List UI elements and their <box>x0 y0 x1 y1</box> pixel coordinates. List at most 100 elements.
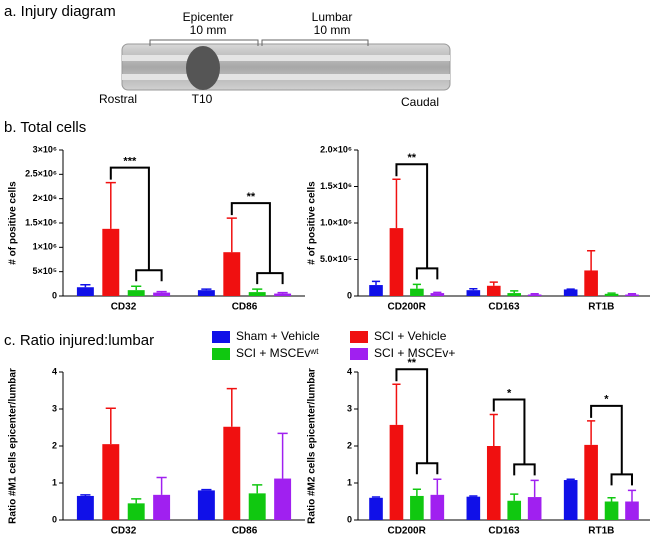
error-bar <box>392 178 401 229</box>
y-tick-label: 2 <box>347 440 352 450</box>
legend-swatch <box>350 348 368 360</box>
injury-site <box>186 46 220 90</box>
error-bar <box>201 288 212 291</box>
bar <box>507 293 522 296</box>
bar <box>389 228 404 296</box>
error-bar <box>392 383 401 425</box>
y-axis-label: # of positive cells <box>8 181 19 265</box>
y-tick-label: 0 <box>347 514 352 524</box>
significance-label: ** <box>407 357 416 369</box>
x-tick-label: RT1B <box>588 302 614 313</box>
legend-label: SCI + Vehicle <box>374 329 447 343</box>
bar <box>153 292 171 296</box>
bar <box>527 294 542 296</box>
diagram-label: 10 mm <box>314 23 351 37</box>
error-bar <box>371 280 381 286</box>
bar <box>102 228 120 296</box>
bar <box>197 490 215 520</box>
bar <box>466 496 481 520</box>
error-bar <box>277 291 288 294</box>
error-bar <box>80 284 91 288</box>
bar <box>76 287 94 296</box>
bar <box>197 290 215 296</box>
significance-label: * <box>604 394 609 406</box>
bar <box>369 497 383 520</box>
error-bar <box>607 292 616 294</box>
bar <box>430 293 445 296</box>
bar <box>223 426 241 520</box>
x-tick-label: CD200R <box>387 526 426 537</box>
panel-title: c. Ratio injured:lumbar <box>4 332 154 349</box>
injury-diagram: Epicenter 10 mm Lumbar 10 mm Rostral T10… <box>99 10 451 109</box>
diagram-label: T10 <box>192 92 213 106</box>
error-bar <box>201 488 212 491</box>
y-tick-label: 3×10⁶ <box>33 144 57 154</box>
bar <box>127 290 145 296</box>
error-bar <box>412 488 421 496</box>
error-bar <box>489 413 498 446</box>
y-tick-label: 0 <box>52 290 57 300</box>
bar <box>563 480 578 520</box>
y-tick-label: 5.0×10⁵ <box>320 254 352 264</box>
significance-bracket <box>230 202 284 285</box>
error-bar <box>433 478 442 495</box>
bar <box>625 294 639 296</box>
diagram-label: Rostral <box>99 92 137 106</box>
bar <box>527 497 542 520</box>
y-tick-label: 2×10⁶ <box>33 193 57 203</box>
error-bar <box>587 420 596 445</box>
bar <box>223 252 241 296</box>
y-axis-label: Ratio #M1 cells epicenter/lumbar <box>8 368 19 524</box>
y-tick-label: 1 <box>52 477 57 487</box>
x-tick-label: CD163 <box>488 526 520 537</box>
error-bar <box>80 494 91 496</box>
y-tick-label: 1.5×10⁶ <box>320 181 352 191</box>
diagram-label: Epicenter <box>183 10 234 24</box>
legend-swatch <box>212 331 230 343</box>
bar <box>507 500 522 520</box>
bar <box>76 495 94 520</box>
error-bar <box>587 249 596 271</box>
error-bar <box>131 498 142 504</box>
y-axis-label: # of positive cells <box>307 181 318 265</box>
legend-label: SCI + MSCEvʷᵗ <box>236 346 319 360</box>
error-bar <box>530 479 539 498</box>
y-tick-label: 2.0×10⁶ <box>320 144 352 154</box>
error-bar <box>371 496 381 498</box>
y-tick-label: 3 <box>347 403 352 413</box>
y-tick-label: 0 <box>347 290 352 300</box>
x-tick-label: CD32 <box>111 302 137 313</box>
x-tick-label: CD200R <box>387 302 426 313</box>
bar <box>102 444 120 520</box>
region-bracket <box>149 39 369 46</box>
y-tick-label: 4 <box>52 366 57 376</box>
bar <box>584 270 598 296</box>
error-bar <box>105 181 116 229</box>
bar <box>410 288 424 296</box>
error-bar <box>226 387 237 427</box>
error-bar <box>131 285 142 291</box>
y-tick-label: 1.0×10⁶ <box>320 217 352 227</box>
error-bar <box>627 489 637 502</box>
legend-label: Sham + Vehicle <box>236 329 320 343</box>
bar <box>563 289 578 296</box>
significance-bracket <box>109 166 163 282</box>
bar <box>127 503 145 520</box>
bar <box>410 495 424 520</box>
significance-bracket <box>395 163 439 280</box>
bar <box>274 293 292 296</box>
significance-label: ** <box>407 152 416 164</box>
y-tick-label: 5×10⁵ <box>33 266 58 276</box>
error-bar <box>252 288 263 293</box>
significance-bracket <box>590 404 633 486</box>
x-tick-label: CD163 <box>488 302 520 313</box>
y-tick-label: 2.5×10⁶ <box>25 169 57 179</box>
error-bar <box>156 290 167 293</box>
bar <box>584 444 598 520</box>
legend-swatch <box>350 331 368 343</box>
cord-stripe <box>122 74 450 80</box>
bar <box>369 285 383 296</box>
bar <box>604 501 619 520</box>
y-tick-label: 1×10⁶ <box>33 242 57 252</box>
legend-swatch <box>212 348 230 360</box>
